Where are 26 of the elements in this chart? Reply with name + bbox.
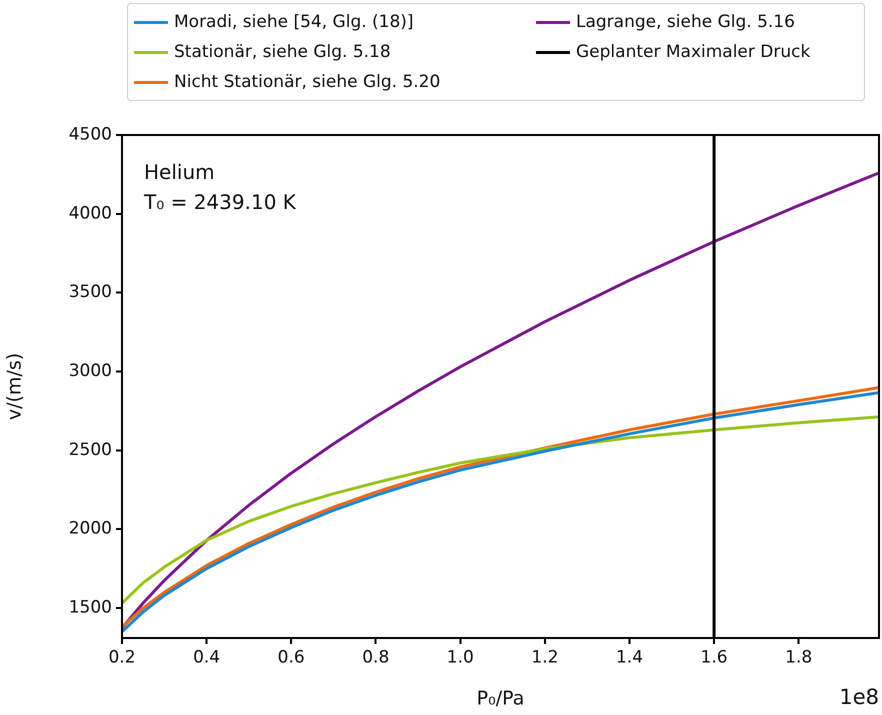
y-tick-label: 4000 — [68, 203, 112, 224]
legend-label: Geplanter Maximaler Druck — [576, 42, 810, 62]
x-tick-label: 1.2 — [531, 648, 558, 668]
legend-label: Stationär, siehe Glg. 5.18 — [174, 42, 391, 62]
x-tick-label: 0.6 — [278, 648, 305, 668]
x-tick-label: 1.8 — [785, 648, 812, 668]
y-tick-label: 4500 — [68, 124, 112, 144]
annotation: T₀ = 2439.10 K — [143, 190, 297, 214]
y-tick-label: 2000 — [68, 518, 112, 539]
text: 1e8 — [839, 685, 879, 709]
x-tick-label: 0.4 — [193, 648, 220, 668]
legend-label: Moradi, siehe [54, Glg. (18)] — [174, 12, 414, 32]
x-tick-label: 1.6 — [700, 648, 728, 668]
y-tick-label: 3500 — [68, 282, 112, 302]
legend-label: Lagrange, siehe Glg. 5.16 — [576, 12, 795, 32]
y-tick-label: 2500 — [68, 440, 112, 460]
legend-label: Nicht Stationär, siehe Glg. 5.20 — [174, 72, 440, 92]
x-tick-label: 1.0 — [446, 648, 474, 668]
x-tick-label: 0.8 — [362, 648, 390, 668]
annotation: Helium — [144, 160, 215, 184]
x-tick-label: 0.2 — [108, 648, 136, 668]
y-tick-label: 1500 — [68, 597, 112, 618]
y-axis-title: v/(m/s) — [3, 352, 26, 420]
x-axis-title: P₀/Pa — [476, 688, 524, 710]
x-tick-label: 1.4 — [616, 648, 644, 668]
y-tick-label: 3000 — [68, 360, 112, 381]
